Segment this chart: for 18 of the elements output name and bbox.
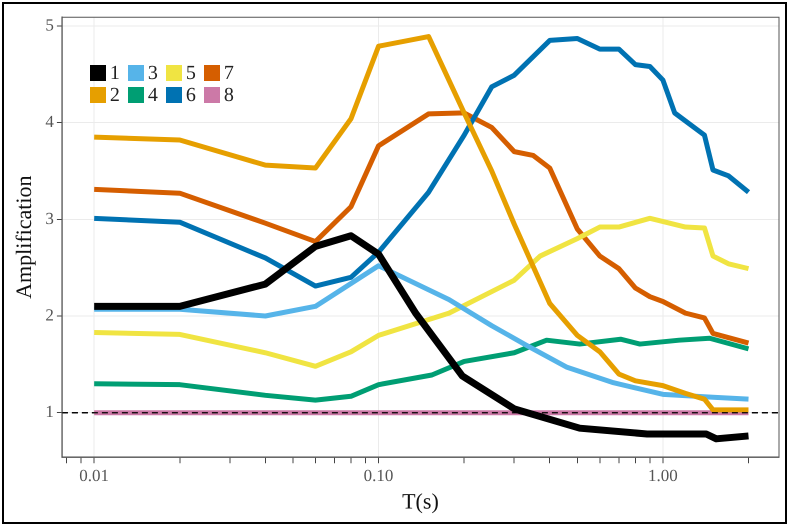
legend-label: 8 — [224, 84, 234, 106]
legend-label: 1 — [110, 62, 120, 84]
x-tick-label: 0.10 — [364, 466, 394, 485]
legend-label: 2 — [110, 84, 120, 106]
y-tick-label: 4 — [45, 112, 54, 132]
legend-label: 6 — [186, 84, 196, 106]
y-tick-label: 1 — [45, 402, 54, 422]
y-tick-label: 3 — [45, 208, 54, 228]
legend-label: 5 — [186, 62, 196, 84]
x-tick-label: 1.00 — [648, 466, 678, 485]
x-tick-label: 0.01 — [79, 466, 110, 485]
x-axis-title: T(s) — [402, 488, 439, 514]
y-axis-title: Amplification — [10, 175, 36, 299]
y-tick-label: 2 — [45, 305, 54, 324]
legend-label: 7 — [224, 62, 234, 84]
legend-label: 4 — [148, 84, 158, 106]
y-tick-label: 5 — [45, 15, 54, 34]
legend-label: 3 — [148, 62, 158, 84]
